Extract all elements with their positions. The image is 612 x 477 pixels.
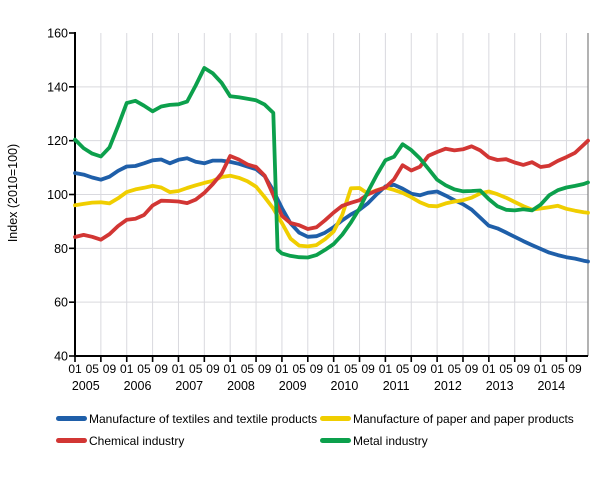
x-tick-label: 05: [86, 362, 100, 376]
x-tick-label: 09: [413, 362, 427, 376]
x-tick-label: 09: [361, 362, 375, 376]
y-tick-label: 80: [54, 242, 68, 256]
legend-item-metal: Metal industry: [320, 433, 596, 448]
x-tick-label: 05: [292, 362, 306, 376]
legend-item-paper: Manufacture of paper and paper products: [320, 411, 596, 426]
series-line-0: [73, 156, 590, 264]
legend-item-chemical: Chemical industry: [56, 433, 320, 448]
x-tick-label: 05: [396, 362, 410, 376]
year-label: 2011: [383, 379, 410, 393]
year-label: 2005: [72, 379, 100, 393]
y-tick-label: 160: [47, 27, 68, 41]
x-tick-label: 01: [68, 362, 82, 376]
textiles-line-swatch: [56, 416, 87, 421]
x-tick-label: 09: [465, 362, 479, 376]
x-tick-label: 01: [430, 362, 444, 376]
x-tick-label: 01: [482, 362, 496, 376]
year-label: 2012: [434, 379, 462, 393]
x-tick-label: 09: [206, 362, 220, 376]
year-label: 2006: [124, 379, 152, 393]
y-tick-label: 100: [47, 188, 68, 202]
series-line-1: [73, 173, 590, 249]
x-tick-label: 09: [517, 362, 531, 376]
x-tick-label: 09: [103, 362, 117, 376]
x-tick-label: 05: [344, 362, 358, 376]
x-tick-label: 01: [120, 362, 134, 376]
x-tick-label: 09: [568, 362, 582, 376]
y-tick-label: 40: [54, 350, 68, 364]
x-tick-label: 01: [534, 362, 548, 376]
legend-label-paper: Manufacture of paper and paper products: [353, 411, 574, 426]
x-tick-label: 05: [189, 362, 203, 376]
legend-label-metal: Metal industry: [353, 433, 428, 448]
chart-legend: Manufacture of textiles and textile prod…: [56, 411, 596, 448]
y-tick-label: 60: [54, 296, 68, 310]
x-tick-label: 05: [137, 362, 151, 376]
legend-label-chemical: Chemical industry: [89, 433, 185, 448]
x-tick-label: 05: [499, 362, 513, 376]
y-tick-label: 140: [47, 80, 68, 94]
y-tick-label: 120: [47, 134, 68, 148]
x-tick-label: 05: [551, 362, 565, 376]
x-tick-label: 01: [172, 362, 186, 376]
x-tick-label: 05: [448, 362, 462, 376]
series-line-3: [73, 66, 590, 260]
metal-line-swatch: [320, 438, 351, 443]
legend-item-textiles: Manufacture of textiles and textile prod…: [56, 411, 320, 426]
year-label: 2014: [537, 379, 565, 393]
year-label: 2008: [227, 379, 255, 393]
x-tick-label: 01: [379, 362, 393, 376]
x-tick-label: 01: [275, 362, 289, 376]
x-tick-label: 01: [224, 362, 238, 376]
chemical-line-swatch: [56, 438, 87, 443]
x-tick-label: 05: [241, 362, 255, 376]
paper-line-swatch: [320, 416, 351, 421]
year-label: 2010: [331, 379, 359, 393]
x-tick-label: 01: [327, 362, 341, 376]
x-tick-label: 09: [310, 362, 324, 376]
year-label: 2009: [279, 379, 307, 393]
x-tick-label: 09: [258, 362, 272, 376]
year-label: 2007: [175, 379, 203, 393]
legend-label-textiles: Manufacture of textiles and textile prod…: [89, 411, 318, 426]
series-line-2: [73, 138, 590, 242]
x-tick-label: 09: [155, 362, 169, 376]
y-axis-title: Index (2010=100): [6, 143, 20, 243]
year-label: 2013: [486, 379, 514, 393]
